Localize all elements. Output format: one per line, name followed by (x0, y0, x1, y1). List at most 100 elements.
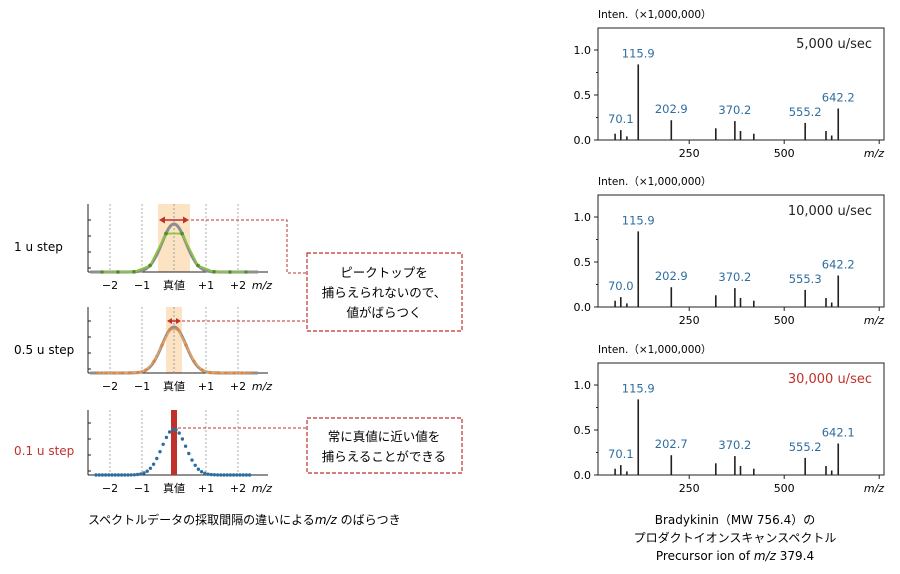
sample-point (132, 270, 136, 274)
sample-point (247, 473, 252, 477)
sample-point (174, 427, 178, 432)
x-tick-label: 500 (774, 482, 795, 495)
row-label-01u: 0.1 u step (14, 444, 74, 458)
sample-point (148, 263, 152, 268)
peak-label: 115.9 (622, 381, 655, 395)
y-tick-label: 0.0 (574, 469, 592, 482)
y-tick-label: 0.5 (574, 424, 592, 437)
grid-lines-05u (109, 307, 239, 373)
sample-point (136, 370, 140, 375)
sample-point (215, 473, 220, 477)
sample-point (129, 473, 133, 477)
sample-point (116, 473, 121, 477)
callout-top-line-1: ピークトップを (340, 265, 428, 280)
sample-point (110, 473, 114, 477)
x-tick-label: +1 (198, 279, 214, 292)
sample-point (192, 359, 196, 364)
x-tick-label: 真値 (163, 379, 185, 393)
sample-point (222, 473, 226, 477)
x-tick-label: −1 (134, 279, 150, 292)
spectrum-panel-1: Inten.（×1,000,000） 0.0 0.5 1.0 250 500 m/z 70.1… (574, 9, 885, 160)
peak-label: 70.0 (608, 279, 634, 293)
plot-1u: −2 −1 真値 +1 +2 m/z (87, 204, 272, 292)
sample-point (128, 371, 132, 375)
x-tick-label: 500 (774, 314, 795, 327)
sample-point (206, 472, 210, 476)
x-tick-labels-01u: −2 −1 真値 +1 +2 m/z (102, 481, 272, 495)
sample-point (100, 473, 105, 477)
sample-point (212, 270, 216, 274)
x-tick-label: +2 (230, 380, 246, 393)
intensity-axis-label: Inten.（×1,000,000） (598, 9, 712, 21)
peak-label: 555.3 (789, 272, 822, 286)
peak-label: 555.2 (789, 440, 822, 454)
callout-bottom-line-2: 捕らえることができる (322, 449, 446, 464)
right-caption: Bradykinin（MW 756.4）の プロダクトイオンスキャンスペクトル … (634, 513, 837, 563)
callout-bottom-line-1: 常に真値に近い値を (328, 429, 441, 444)
sample-point (142, 471, 146, 475)
sample-point (209, 472, 213, 477)
sample-point (126, 473, 130, 477)
peak-label: 370.2 (718, 103, 751, 117)
sample-point (248, 371, 252, 375)
x-tick-labels-1u: −2 −1 真値 +1 +2 m/z (102, 278, 272, 292)
x-tick-label: +2 (230, 482, 246, 495)
scan-speed-label: 30,000 u/sec (788, 372, 872, 387)
row-label-05u: 0.5 u step (14, 343, 74, 357)
y-tick-label: 0.0 (574, 301, 592, 314)
spectrum-panel-3: Inten.（×1,000,000） 0.0 0.5 1.0 250 500 m/z 70.1… (574, 344, 885, 495)
peak-label: 70.1 (608, 447, 634, 461)
x-tick-label: 真値 (163, 481, 185, 495)
sample-point (119, 473, 124, 477)
sample-point (238, 473, 242, 477)
y-tick-label: 1.0 (574, 379, 592, 392)
x-unit-label: m/z (252, 482, 272, 495)
sample-point (231, 473, 236, 477)
sample-point (120, 371, 124, 375)
callout-box-bottom (306, 417, 463, 474)
sample-point (107, 473, 111, 477)
sample-point (112, 371, 116, 375)
right-caption-line-3: Precursor ion of m/z 379.4 (656, 549, 814, 563)
sample-point (96, 371, 100, 375)
sample-point (219, 473, 223, 477)
left-diagram: 1 u step −2 −1 真値 +1 +2 m/z 0.5 u step (14, 204, 463, 527)
sample-point (244, 473, 249, 477)
sample-point (187, 451, 191, 456)
plot-01u: −2 −1 真値 +1 +2 m/z (87, 410, 272, 495)
sample-point (97, 473, 101, 477)
peak-label: 642.2 (822, 91, 855, 105)
arrow-head-left-05u (167, 318, 172, 324)
leader-line-top-1 (191, 219, 307, 274)
sample-point (177, 431, 181, 435)
sample-points-01u (94, 427, 252, 477)
x-tick-label: 500 (774, 147, 795, 160)
spectrum-panel-2: Inten.（×1,000,000） 0.0 0.5 1.0 250 500 m/z 70.0… (574, 176, 885, 327)
scan-speed-label: 5,000 u/sec (796, 37, 872, 52)
sample-point (94, 473, 98, 477)
peak-label: 642.1 (822, 426, 855, 440)
sample-point (244, 270, 248, 274)
sample-point (196, 263, 200, 268)
callout-box-top (306, 252, 463, 332)
y-tick-label: 0.5 (574, 256, 592, 269)
scan-speed-label: 10,000 u/sec (788, 204, 872, 219)
sample-point (113, 473, 117, 477)
x-tick-label: +2 (230, 279, 246, 292)
intensity-axis-label: Inten.（×1,000,000） (598, 176, 712, 188)
x-unit-label: m/z (252, 380, 272, 393)
spectra-panels: Inten.（×1,000,000） 0.0 0.5 1.0 250 500 m/z 70.1… (574, 9, 885, 495)
sample-point (116, 270, 120, 274)
sample-point (190, 458, 194, 462)
true-value-bar-01u (171, 410, 177, 475)
callout-top-line-2: 捕らえられないので、 (322, 285, 447, 300)
sample-point (180, 231, 184, 236)
x-tick-label: +1 (198, 380, 214, 393)
sample-point (203, 471, 207, 475)
y-ticks-1u (88, 219, 91, 269)
x-tick-label: −1 (134, 380, 150, 393)
sample-point (176, 327, 180, 332)
x-tick-label: −2 (102, 482, 118, 495)
sample-point (196, 467, 201, 471)
